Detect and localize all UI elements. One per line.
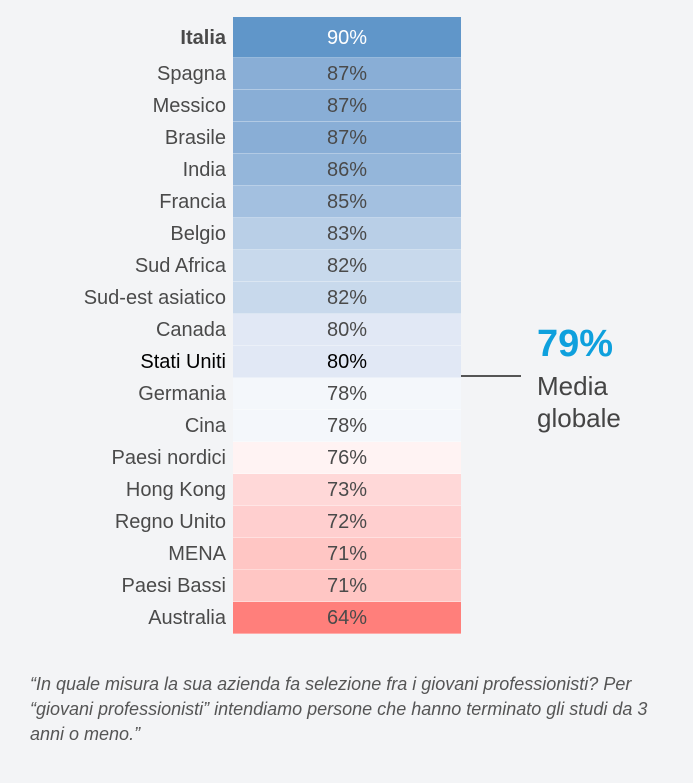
- value-cell: 87%: [233, 90, 461, 122]
- table-row: Canada 80%: [0, 314, 461, 346]
- table-row: Stati Uniti 80%: [0, 346, 461, 378]
- country-label: Australia: [148, 607, 226, 629]
- table-row: Sud Africa 82%: [0, 250, 461, 282]
- table-row: India 86%: [0, 154, 461, 186]
- value-cell: 82%: [233, 282, 461, 314]
- average-connector-line: [461, 375, 521, 377]
- country-label: Sud Africa: [134, 255, 226, 277]
- country-label: Canada: [155, 319, 226, 341]
- average-label-line1: Media: [537, 371, 608, 401]
- value-cell: 80%: [233, 346, 461, 378]
- country-label: Spagna: [157, 63, 226, 85]
- value-cell: 72%: [233, 506, 461, 538]
- table-row: Messico 87%: [0, 90, 461, 122]
- country-label: Italia: [180, 27, 226, 49]
- table-row: Spagna 87%: [0, 58, 461, 90]
- table-row: Cina 78%: [0, 410, 461, 442]
- value-cell: 78%: [233, 410, 461, 442]
- value-cell: 82%: [233, 250, 461, 282]
- value-cell: 83%: [233, 218, 461, 250]
- heatmap-table: Italia 90% Spagna 87% Messico 87% Brasile 87% In…: [0, 17, 461, 634]
- table-row: Regno Unito 72%: [0, 506, 461, 538]
- country-label: Belgio: [170, 223, 226, 245]
- value-cell: 86%: [233, 154, 461, 186]
- value-cell: 71%: [233, 570, 461, 602]
- value-cell: 87%: [233, 58, 461, 90]
- value-cell: 87%: [233, 122, 461, 154]
- value-cell: 76%: [233, 442, 461, 474]
- country-label: Stati Uniti: [140, 351, 226, 373]
- value-cell: 85%: [233, 186, 461, 218]
- table-row: Hong Kong 73%: [0, 474, 461, 506]
- table-row: Francia 85%: [0, 186, 461, 218]
- table-row: Australia 64%: [0, 602, 461, 634]
- table-row: Brasile 87%: [0, 122, 461, 154]
- table-row: Belgio 83%: [0, 218, 461, 250]
- value-cell: 73%: [233, 474, 461, 506]
- country-label: Cina: [184, 415, 226, 437]
- value-cell: 78%: [233, 378, 461, 410]
- table-row: Paesi nordici 76%: [0, 442, 461, 474]
- country-label: Regno Unito: [114, 511, 226, 533]
- country-label: Sud-est asiatico: [83, 287, 226, 309]
- country-label: MENA: [168, 543, 226, 565]
- table-row: Germania 78%: [0, 378, 461, 410]
- table-row: Italia 90%: [0, 17, 461, 58]
- average-label-line2: globale: [537, 403, 621, 433]
- country-label: Messico: [152, 95, 226, 117]
- survey-question-note: “In quale misura la sua azienda fa selez…: [30, 674, 648, 744]
- value-cell: 80%: [233, 314, 461, 346]
- table-row: MENA 71%: [0, 538, 461, 570]
- value-cell: 71%: [233, 538, 461, 570]
- global-average-label: Media globale: [537, 370, 621, 434]
- table-row: Sud-est asiatico 82%: [0, 282, 461, 314]
- country-label: Francia: [159, 191, 226, 213]
- global-average-value: 79%: [537, 323, 614, 365]
- country-label: Germania: [138, 383, 226, 405]
- country-label: Hong Kong: [125, 479, 226, 501]
- value-cell: 90%: [233, 17, 461, 58]
- country-label: India: [182, 159, 226, 181]
- country-label: Brasile: [164, 127, 226, 149]
- country-label: Paesi Bassi: [121, 575, 227, 597]
- country-label: Paesi nordici: [111, 447, 226, 469]
- value-cell: 64%: [233, 602, 461, 634]
- table-row: Paesi Bassi 71%: [0, 570, 461, 602]
